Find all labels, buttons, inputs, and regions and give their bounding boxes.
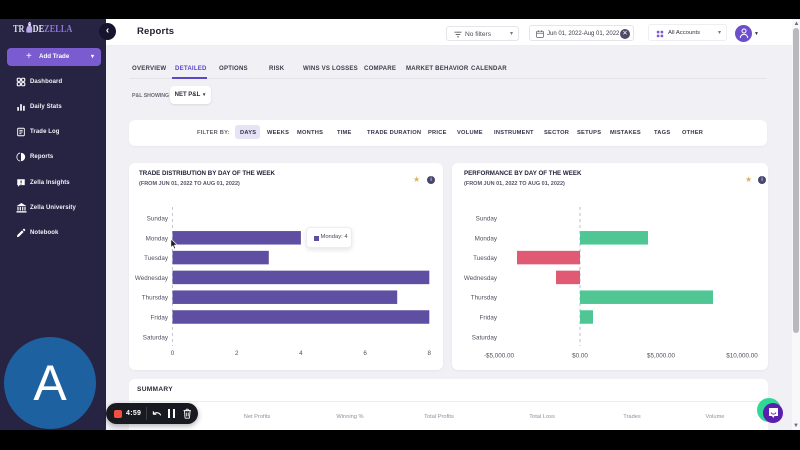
svg-text:Thursday: Thursday (142, 295, 169, 302)
svg-text:Wednesday: Wednesday (135, 275, 169, 282)
svg-text:$5,000.00: $5,000.00 (647, 353, 676, 360)
svg-text:Thursday: Thursday (471, 295, 498, 302)
svg-text:8: 8 (428, 350, 432, 357)
svg-text:Friday: Friday (151, 315, 169, 322)
svg-text:Saturday: Saturday (472, 334, 498, 341)
svg-text:6: 6 (363, 350, 367, 357)
svg-text:-$5,000.00: -$5,000.00 (484, 353, 515, 360)
svg-text:4: 4 (299, 350, 303, 357)
svg-text:Wednesday: Wednesday (464, 275, 498, 282)
svg-text:Sunday: Sunday (476, 216, 498, 223)
svg-text:2: 2 (235, 350, 239, 357)
svg-text:$10,000.00: $10,000.00 (726, 353, 758, 360)
svg-text:Tuesday: Tuesday (144, 255, 169, 262)
svg-text:0: 0 (171, 350, 175, 357)
svg-text:Monday: Monday (146, 235, 169, 242)
svg-text:Friday: Friday (480, 315, 498, 322)
svg-text:$0.00: $0.00 (572, 353, 588, 360)
svg-text:Tuesday: Tuesday (473, 255, 498, 262)
svg-text:Saturday: Saturday (143, 334, 169, 341)
svg-text:Sunday: Sunday (147, 216, 169, 223)
svg-text:Monday: Monday (475, 235, 498, 242)
